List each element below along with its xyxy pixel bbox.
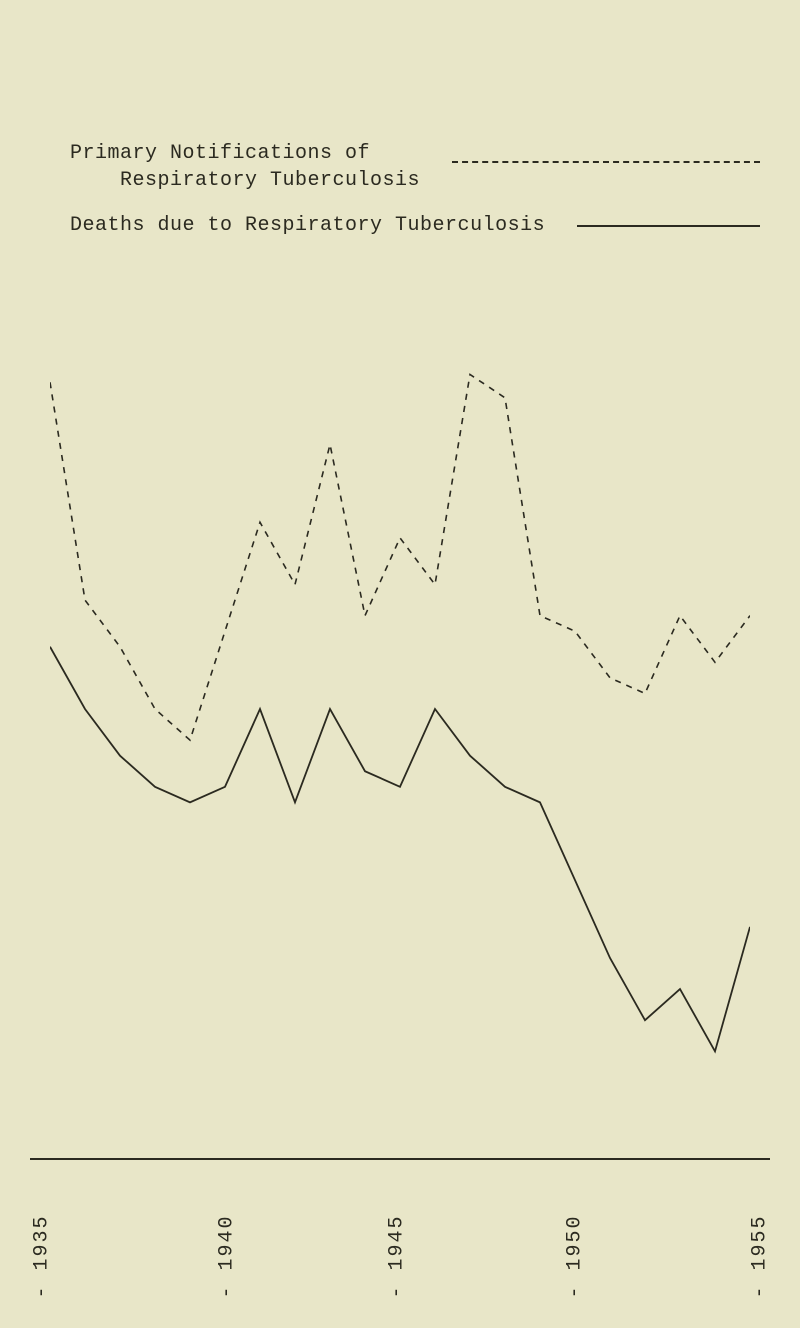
x-axis: - 1935- 1940- 1945- 1950- 1955 [30, 1168, 770, 1268]
x-tick-label: - 1950 [563, 1214, 586, 1298]
legend-line-dashed [452, 161, 760, 163]
legend: Primary Notifications of Respiratory Tub… [70, 140, 760, 257]
chart-area [50, 320, 750, 1098]
legend-text-notifications: Primary Notifications of Respiratory Tub… [70, 140, 420, 194]
series-line [50, 374, 750, 740]
legend-row-deaths: Deaths due to Respiratory Tuberculosis [70, 212, 760, 239]
x-tick-label: - 1940 [216, 1214, 239, 1298]
x-tick-label: - 1935 [31, 1214, 54, 1298]
page: Primary Notifications of Respiratory Tub… [0, 0, 800, 1328]
legend-row-notifications: Primary Notifications of Respiratory Tub… [70, 140, 760, 194]
x-tick-label: - 1945 [386, 1214, 409, 1298]
x-tick-label: - 1955 [748, 1214, 771, 1298]
legend-label: Primary Notifications of [70, 142, 370, 165]
x-axis-line [30, 1158, 770, 1160]
legend-label: Respiratory Tuberculosis [120, 169, 420, 192]
chart-svg [50, 320, 750, 1098]
legend-label: Deaths due to Respiratory Tuberculosis [70, 214, 545, 237]
legend-text-deaths: Deaths due to Respiratory Tuberculosis [70, 212, 545, 239]
legend-line-solid [577, 225, 760, 227]
